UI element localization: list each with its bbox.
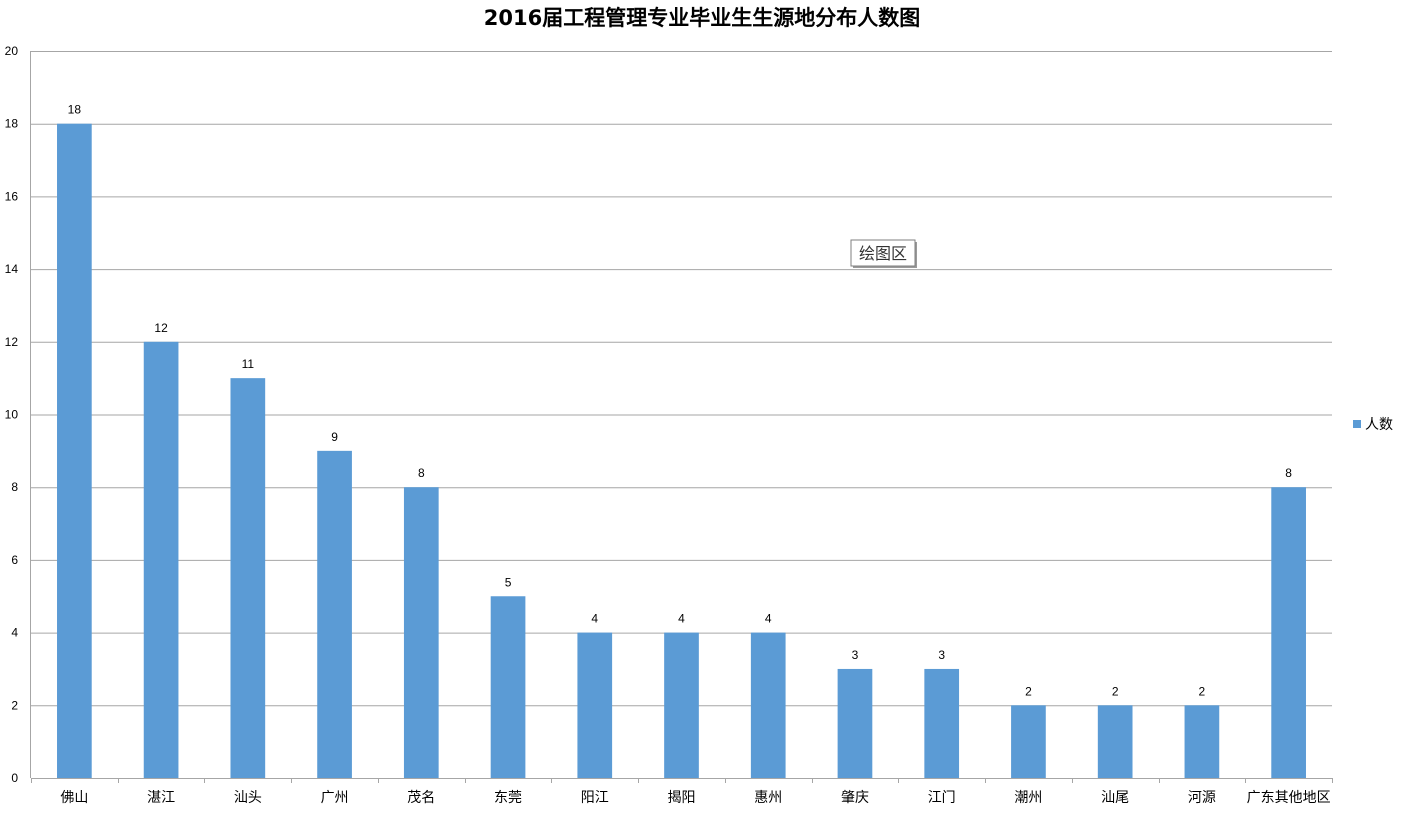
bar <box>57 123 92 778</box>
x-tick-label: 汕头 <box>234 790 262 806</box>
bar <box>317 450 352 778</box>
data-label: 3 <box>938 648 945 662</box>
bar <box>1184 705 1220 778</box>
data-label: 5 <box>505 575 512 589</box>
bar <box>230 378 266 778</box>
x-tick-label: 江门 <box>928 790 956 806</box>
y-tick-label: 6 <box>11 553 18 567</box>
data-label: 2 <box>1112 684 1119 698</box>
plot-area-tooltip: 绘图区 <box>850 239 917 268</box>
legend: 人数 <box>1353 417 1393 433</box>
axes <box>30 51 1333 783</box>
bar <box>1011 705 1046 778</box>
bars <box>57 123 1306 778</box>
legend-label: 人数 <box>1365 417 1393 433</box>
data-label: 2 <box>1199 684 1206 698</box>
chart-title: 2016届工程管理专业毕业生生源地分布人数图 <box>484 6 920 30</box>
x-tick-label: 广州 <box>321 790 349 806</box>
data-label: 9 <box>331 430 338 444</box>
y-axis-ticks: 0 2 4 6 8 10 12 14 16 18 20 <box>5 44 19 785</box>
legend-swatch <box>1353 420 1361 428</box>
x-tick-label: 湛江 <box>147 790 175 806</box>
bar <box>664 632 699 778</box>
tooltip-text: 绘图区 <box>859 244 907 263</box>
y-tick-label: 12 <box>5 335 19 349</box>
x-axis-ticks: 佛山 湛江 汕头 广州 茂名 东莞 阳江 揭阳 惠州 肇庆 江门 潮州 汕尾 河源 广东其他地区 <box>60 789 1330 806</box>
data-labels: 18 12 11 9 8 5 4 4 4 3 3 2 2 2 8 <box>68 103 1293 699</box>
x-tick-label: 汕尾 <box>1101 790 1129 806</box>
data-label: 11 <box>242 357 255 371</box>
data-label: 2 <box>1025 684 1032 698</box>
data-label: 4 <box>591 612 598 626</box>
data-label: 8 <box>1285 466 1292 480</box>
bar <box>750 632 786 778</box>
bar <box>924 668 960 778</box>
x-tick-label: 东莞 <box>494 790 522 806</box>
x-tick-label: 潮州 <box>1014 790 1042 806</box>
y-tick-label: 4 <box>11 626 18 640</box>
bar <box>1271 487 1306 778</box>
data-label: 3 <box>852 648 859 662</box>
tooltip-box <box>850 239 916 267</box>
data-label: 18 <box>68 103 82 117</box>
bar <box>403 487 439 778</box>
y-tick-label: 0 <box>11 771 18 785</box>
x-tick-label: 河源 <box>1188 790 1216 806</box>
data-label: 4 <box>678 612 685 626</box>
bar <box>837 668 873 778</box>
x-tick-label: 佛山 <box>60 790 88 806</box>
data-label: 12 <box>154 321 168 335</box>
y-tick-label: 8 <box>11 480 18 494</box>
x-tick-label: 揭阳 <box>668 790 696 806</box>
x-tick-label: 阳江 <box>581 790 609 806</box>
gridlines <box>31 51 1332 707</box>
bar <box>1097 705 1133 778</box>
y-tick-label: 14 <box>5 262 19 276</box>
y-tick-label: 10 <box>5 408 19 422</box>
y-tick-label: 18 <box>5 117 19 131</box>
data-label: 8 <box>418 466 425 480</box>
data-label: 4 <box>765 612 772 626</box>
bar <box>490 596 526 778</box>
bar <box>143 341 179 778</box>
y-tick-label: 16 <box>5 189 19 203</box>
x-tick-label: 茂名 <box>407 789 435 806</box>
y-tick-label: 20 <box>5 44 19 58</box>
x-tick-label: 广东其他地区 <box>1247 790 1331 806</box>
x-tick-label: 惠州 <box>754 790 782 806</box>
bar <box>577 632 613 778</box>
x-tick-label: 肇庆 <box>841 790 869 806</box>
y-tick-label: 2 <box>11 698 18 712</box>
